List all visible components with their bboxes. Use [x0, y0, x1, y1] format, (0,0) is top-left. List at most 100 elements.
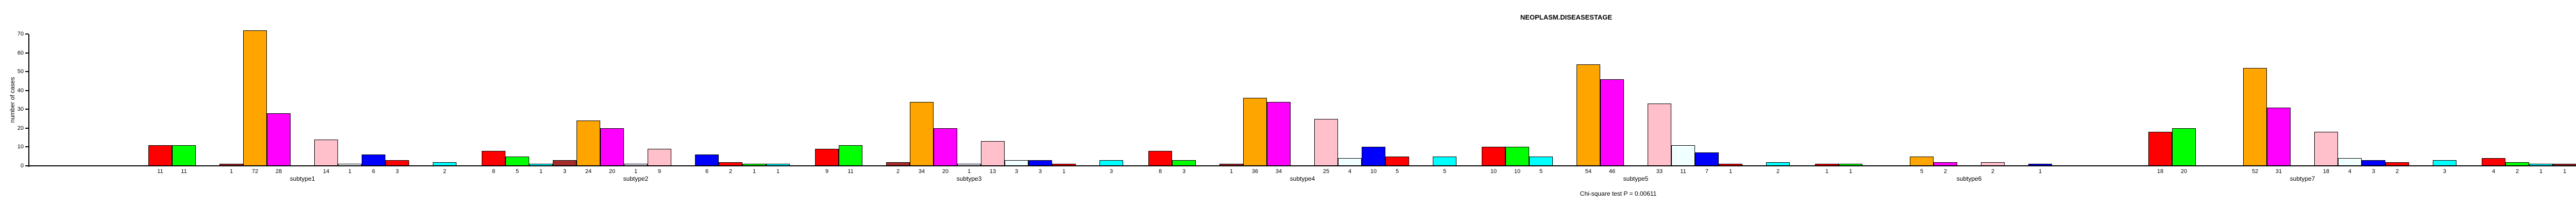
- bar-value-label: 5: [1539, 168, 1543, 175]
- bar-value-label: 5: [1920, 168, 1924, 175]
- bar-value-label: 20: [608, 168, 616, 175]
- bar-subtype2-stage-tis: [742, 164, 766, 166]
- bar-subtype1-stage-iiia: [314, 140, 338, 166]
- bar-value-label: 20: [942, 168, 949, 175]
- bar-value-label: 11: [848, 168, 854, 175]
- bar-subtype2-stage-iiic: [695, 154, 719, 166]
- bar-subtype7-stage-i: [2148, 132, 2172, 166]
- bar-subtype7-stage-iiic: [2362, 160, 2385, 166]
- bar-subtype1-stage-ia: [172, 145, 196, 166]
- category-label-subtype7: subtype7: [2290, 175, 2315, 182]
- bar-value-label: 1: [2038, 168, 2042, 175]
- bar-value-label: 1: [229, 168, 233, 175]
- bar-subtype4-stage-iiia: [1314, 119, 1338, 166]
- bar-subtype3-stage-iv: [1052, 164, 1076, 166]
- bar-value-label: 1: [348, 168, 352, 175]
- y-tick: [25, 33, 28, 35]
- bar-subtype4-stage-ii: [1219, 164, 1243, 166]
- bar-subtype1-stage-x: [433, 162, 456, 166]
- bar-subtype3-stage-x: [1099, 160, 1123, 166]
- bar-subtype3-stage-ia: [839, 145, 862, 166]
- bar-subtype6-stage-iia: [1910, 157, 1934, 166]
- bar-value-label: 2: [1776, 168, 1780, 175]
- chart-title: NEOPLASM.DISEASESTAGE: [1520, 13, 1613, 21]
- y-tick: [25, 71, 28, 73]
- bar-value-label: 9: [657, 168, 662, 175]
- bar-subtype1-stage-ii: [219, 164, 243, 166]
- y-tick-label: 70: [17, 31, 24, 37]
- bar-subtype2-stage-iv: [719, 162, 742, 166]
- bar-value-label: 9: [825, 168, 829, 175]
- bar-subtype1-stage-iib: [267, 113, 291, 166]
- bar-subtype7-stage-ia: [2172, 128, 2196, 166]
- bar-value-label: 11: [181, 168, 187, 175]
- bar-subtype7-stage-iia: [2243, 68, 2267, 166]
- y-tick-label: 0: [20, 163, 24, 169]
- bar-subtype5-stage-i: [1482, 147, 1505, 166]
- bar-value-label: 6: [371, 168, 376, 175]
- bar-value-label: 3: [563, 168, 567, 175]
- bar-value-label: 1: [2539, 168, 2543, 175]
- y-tick-label: 30: [17, 106, 24, 113]
- bar-value-label: 5: [1395, 168, 1399, 175]
- bar-value-label: 11: [157, 168, 163, 175]
- x-axis-line: [28, 165, 2576, 166]
- bar-value-label: 36: [1251, 168, 1259, 175]
- bar-subtype1-stage-iv: [385, 160, 409, 166]
- bar-subtype1-stage-iia: [243, 30, 267, 166]
- bar-subtype2-stage-i: [482, 151, 505, 166]
- bar-subtype2-stage-ia: [505, 157, 529, 166]
- bar-subtype7-stage-iv: [2385, 162, 2409, 166]
- bar-value-label: 1: [1849, 168, 1853, 175]
- bar-value-label: 18: [2323, 168, 2330, 175]
- bar-value-label: 46: [1608, 168, 1616, 175]
- bar-subtype4-stage-iiic: [1362, 147, 1385, 166]
- bar-subtype6-stage-iiia: [1981, 162, 2005, 166]
- bar-value-label: 1: [2563, 168, 2567, 175]
- bar-subtype7-stage-iiib: [2338, 158, 2362, 166]
- bar-value-label: 1: [1825, 168, 1829, 175]
- bar-subtype4-stage-iv: [1385, 157, 1409, 166]
- bar-value-label: 4: [2348, 168, 2352, 175]
- bar-value-label: 54: [1585, 168, 1592, 175]
- bar-value-label: 52: [2251, 168, 2259, 175]
- bar-subtype8-stage-i: [2482, 158, 2505, 166]
- bar-subtype7-stage-x: [2433, 160, 2456, 166]
- bar-value-label: 1: [634, 168, 638, 175]
- bar-value-label: 28: [275, 168, 282, 175]
- bar-subtype7-stage-iib: [2267, 108, 2291, 166]
- bar-value-label: 10: [1370, 168, 1377, 175]
- bar-value-label: 13: [989, 168, 996, 175]
- bar-subtype3-stage-iiib: [1005, 160, 1028, 166]
- bar-value-label: 1: [1728, 168, 1733, 175]
- bar-subtype7-stage-iiia: [2314, 132, 2338, 166]
- bar-value-label: 3: [395, 168, 399, 175]
- bar-subtype5-stage-ib: [1529, 157, 1553, 166]
- bar-value-label: 2: [2395, 168, 2399, 175]
- bar-subtype4-stage-iia: [1243, 98, 1267, 166]
- y-axis-line: [28, 34, 29, 167]
- bar-value-label: 31: [2275, 168, 2282, 175]
- y-tick-label: 10: [17, 144, 24, 150]
- bar-value-label: 4: [2492, 168, 2496, 175]
- bar-subtype6-stage-iib: [1934, 162, 1957, 166]
- bar-value-label: 6: [705, 168, 709, 175]
- bar-value-label: 5: [1443, 168, 1447, 175]
- bar-value-label: 1: [1062, 168, 1066, 175]
- y-tick: [25, 127, 28, 129]
- bar-value-label: 2: [1991, 168, 1995, 175]
- bar-value-label: 8: [492, 168, 496, 175]
- bar-value-label: 25: [1323, 168, 1330, 175]
- bar-value-label: 1: [752, 168, 756, 175]
- bar-subtype4-stage-i: [1148, 151, 1172, 166]
- bar-subtype6-stage-ia: [1839, 164, 1862, 166]
- bar-subtype8-stage-ia: [2505, 162, 2529, 166]
- bar-subtype6-stage-i: [1815, 164, 1839, 166]
- bar-value-label: 3: [1038, 168, 1042, 175]
- y-tick: [25, 109, 28, 110]
- bar-subtype8-stage-ii: [2553, 164, 2576, 166]
- bar-subtype3-stage-iib: [934, 128, 957, 166]
- category-label-subtype6: subtype6: [1956, 175, 1982, 182]
- bar-subtype1-stage-iiib: [338, 164, 362, 166]
- y-tick: [25, 146, 28, 148]
